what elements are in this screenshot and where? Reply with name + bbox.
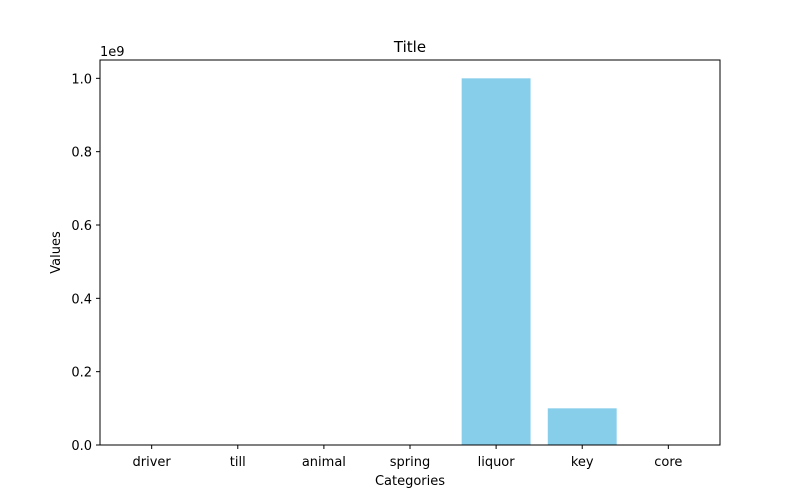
x-axis-title: Categories xyxy=(375,474,445,489)
x-tick-label-spring: spring xyxy=(390,455,430,470)
x-tick-label-till: till xyxy=(230,455,246,470)
y-tick-label: 0.6 xyxy=(71,219,92,234)
x-tick-label-animal: animal xyxy=(302,455,346,470)
y-axis-offset-label: 1e9 xyxy=(100,45,125,60)
bars-group xyxy=(117,78,617,445)
y-tick-label: 0.0 xyxy=(71,439,92,454)
x-ticks-group: driver till animal spring liquor key core xyxy=(133,445,682,470)
plot-area-frame xyxy=(99,59,721,446)
y-tick-label: 0.8 xyxy=(71,146,92,161)
x-tick-label-driver: driver xyxy=(133,455,172,470)
y-tick-label: 0.2 xyxy=(71,366,92,381)
x-tick-label-key: key xyxy=(571,455,594,470)
y-ticks-group: 0.0 0.2 0.4 0.6 0.8 1.0 xyxy=(71,72,100,454)
bar-liquor xyxy=(461,78,531,445)
x-tick-label-core: core xyxy=(654,455,682,470)
chart-title: Title xyxy=(393,38,426,56)
y-axis-title: Values xyxy=(49,231,64,274)
y-tick-label: 0.4 xyxy=(71,292,92,307)
y-tick-label: 1.0 xyxy=(71,72,92,87)
bar-key xyxy=(547,408,617,445)
x-tick-label-liquor: liquor xyxy=(478,455,516,470)
